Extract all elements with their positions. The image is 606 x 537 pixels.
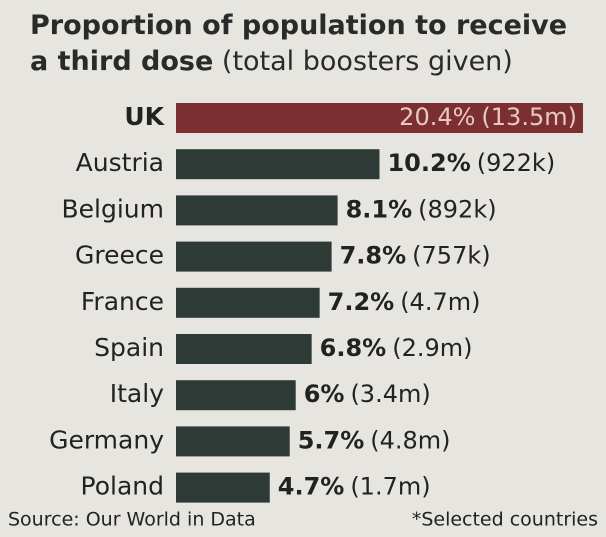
- bar: [176, 334, 312, 364]
- bar: [176, 103, 583, 133]
- boosters-label: (4.7m): [400, 288, 480, 316]
- value-label-group: 5.7% (4.8m): [298, 426, 451, 454]
- boosters-label: (2.9m): [392, 334, 472, 362]
- boosters-label: (892k): [418, 195, 496, 223]
- category-label: UK: [124, 102, 165, 131]
- value-label-group: 4.7% (1.7m): [278, 473, 431, 501]
- bar: [176, 195, 338, 226]
- chart-subtitle: (total boosters given): [221, 46, 513, 77]
- value-label: 4.7%: [278, 473, 345, 501]
- boosters-label: (4.8m): [370, 426, 450, 454]
- bar: [176, 426, 290, 457]
- value-label: 7.8%: [340, 242, 407, 270]
- category-label: Belgium: [62, 194, 165, 223]
- boosters-label: (757k): [412, 242, 490, 270]
- boosters-label: (3.4m): [350, 380, 430, 408]
- bar: [176, 241, 332, 272]
- value-label-group: 7.2% (4.7m): [328, 288, 481, 316]
- boosters-label: (922k): [477, 149, 555, 177]
- category-label: Greece: [75, 241, 164, 270]
- value-label: 7.2%: [328, 288, 395, 316]
- category-label: Germany: [49, 425, 164, 454]
- category-label: Austria: [76, 148, 164, 177]
- bar: [176, 380, 296, 411]
- bar: [176, 472, 270, 503]
- boosters-label: (13.5m): [481, 103, 577, 131]
- category-label: Italy: [110, 379, 164, 408]
- value-label-group: 10.2% (922k): [387, 149, 555, 177]
- value-label: 10.2%: [387, 149, 470, 177]
- category-label: Poland: [81, 472, 164, 501]
- bar: [176, 287, 320, 318]
- value-label: 8.1%: [346, 195, 413, 223]
- value-label: 6%: [304, 380, 345, 408]
- value-label-group: 6% (3.4m): [304, 380, 431, 408]
- title-block: Proportion of population to receive a th…: [30, 8, 590, 80]
- note: *Selected countries: [412, 509, 598, 531]
- value-label-group: 8.1% (892k): [346, 195, 497, 223]
- value-label: 6.8%: [320, 334, 387, 362]
- bar: [176, 149, 380, 180]
- value-label: 20.4%: [399, 103, 475, 131]
- category-label: France: [81, 287, 164, 316]
- source: Source: Our World in Data: [8, 509, 256, 531]
- boosters-label: (1.7m): [350, 473, 430, 501]
- category-label: Spain: [94, 333, 164, 362]
- value-label-group: 20.4% (13.5m): [399, 103, 577, 131]
- value-label-group: 6.8% (2.9m): [320, 334, 473, 362]
- chart-title: Proportion of population to receive a th…: [30, 10, 568, 77]
- value-label-group: 7.8% (757k): [340, 242, 491, 270]
- value-label: 5.7%: [298, 426, 365, 454]
